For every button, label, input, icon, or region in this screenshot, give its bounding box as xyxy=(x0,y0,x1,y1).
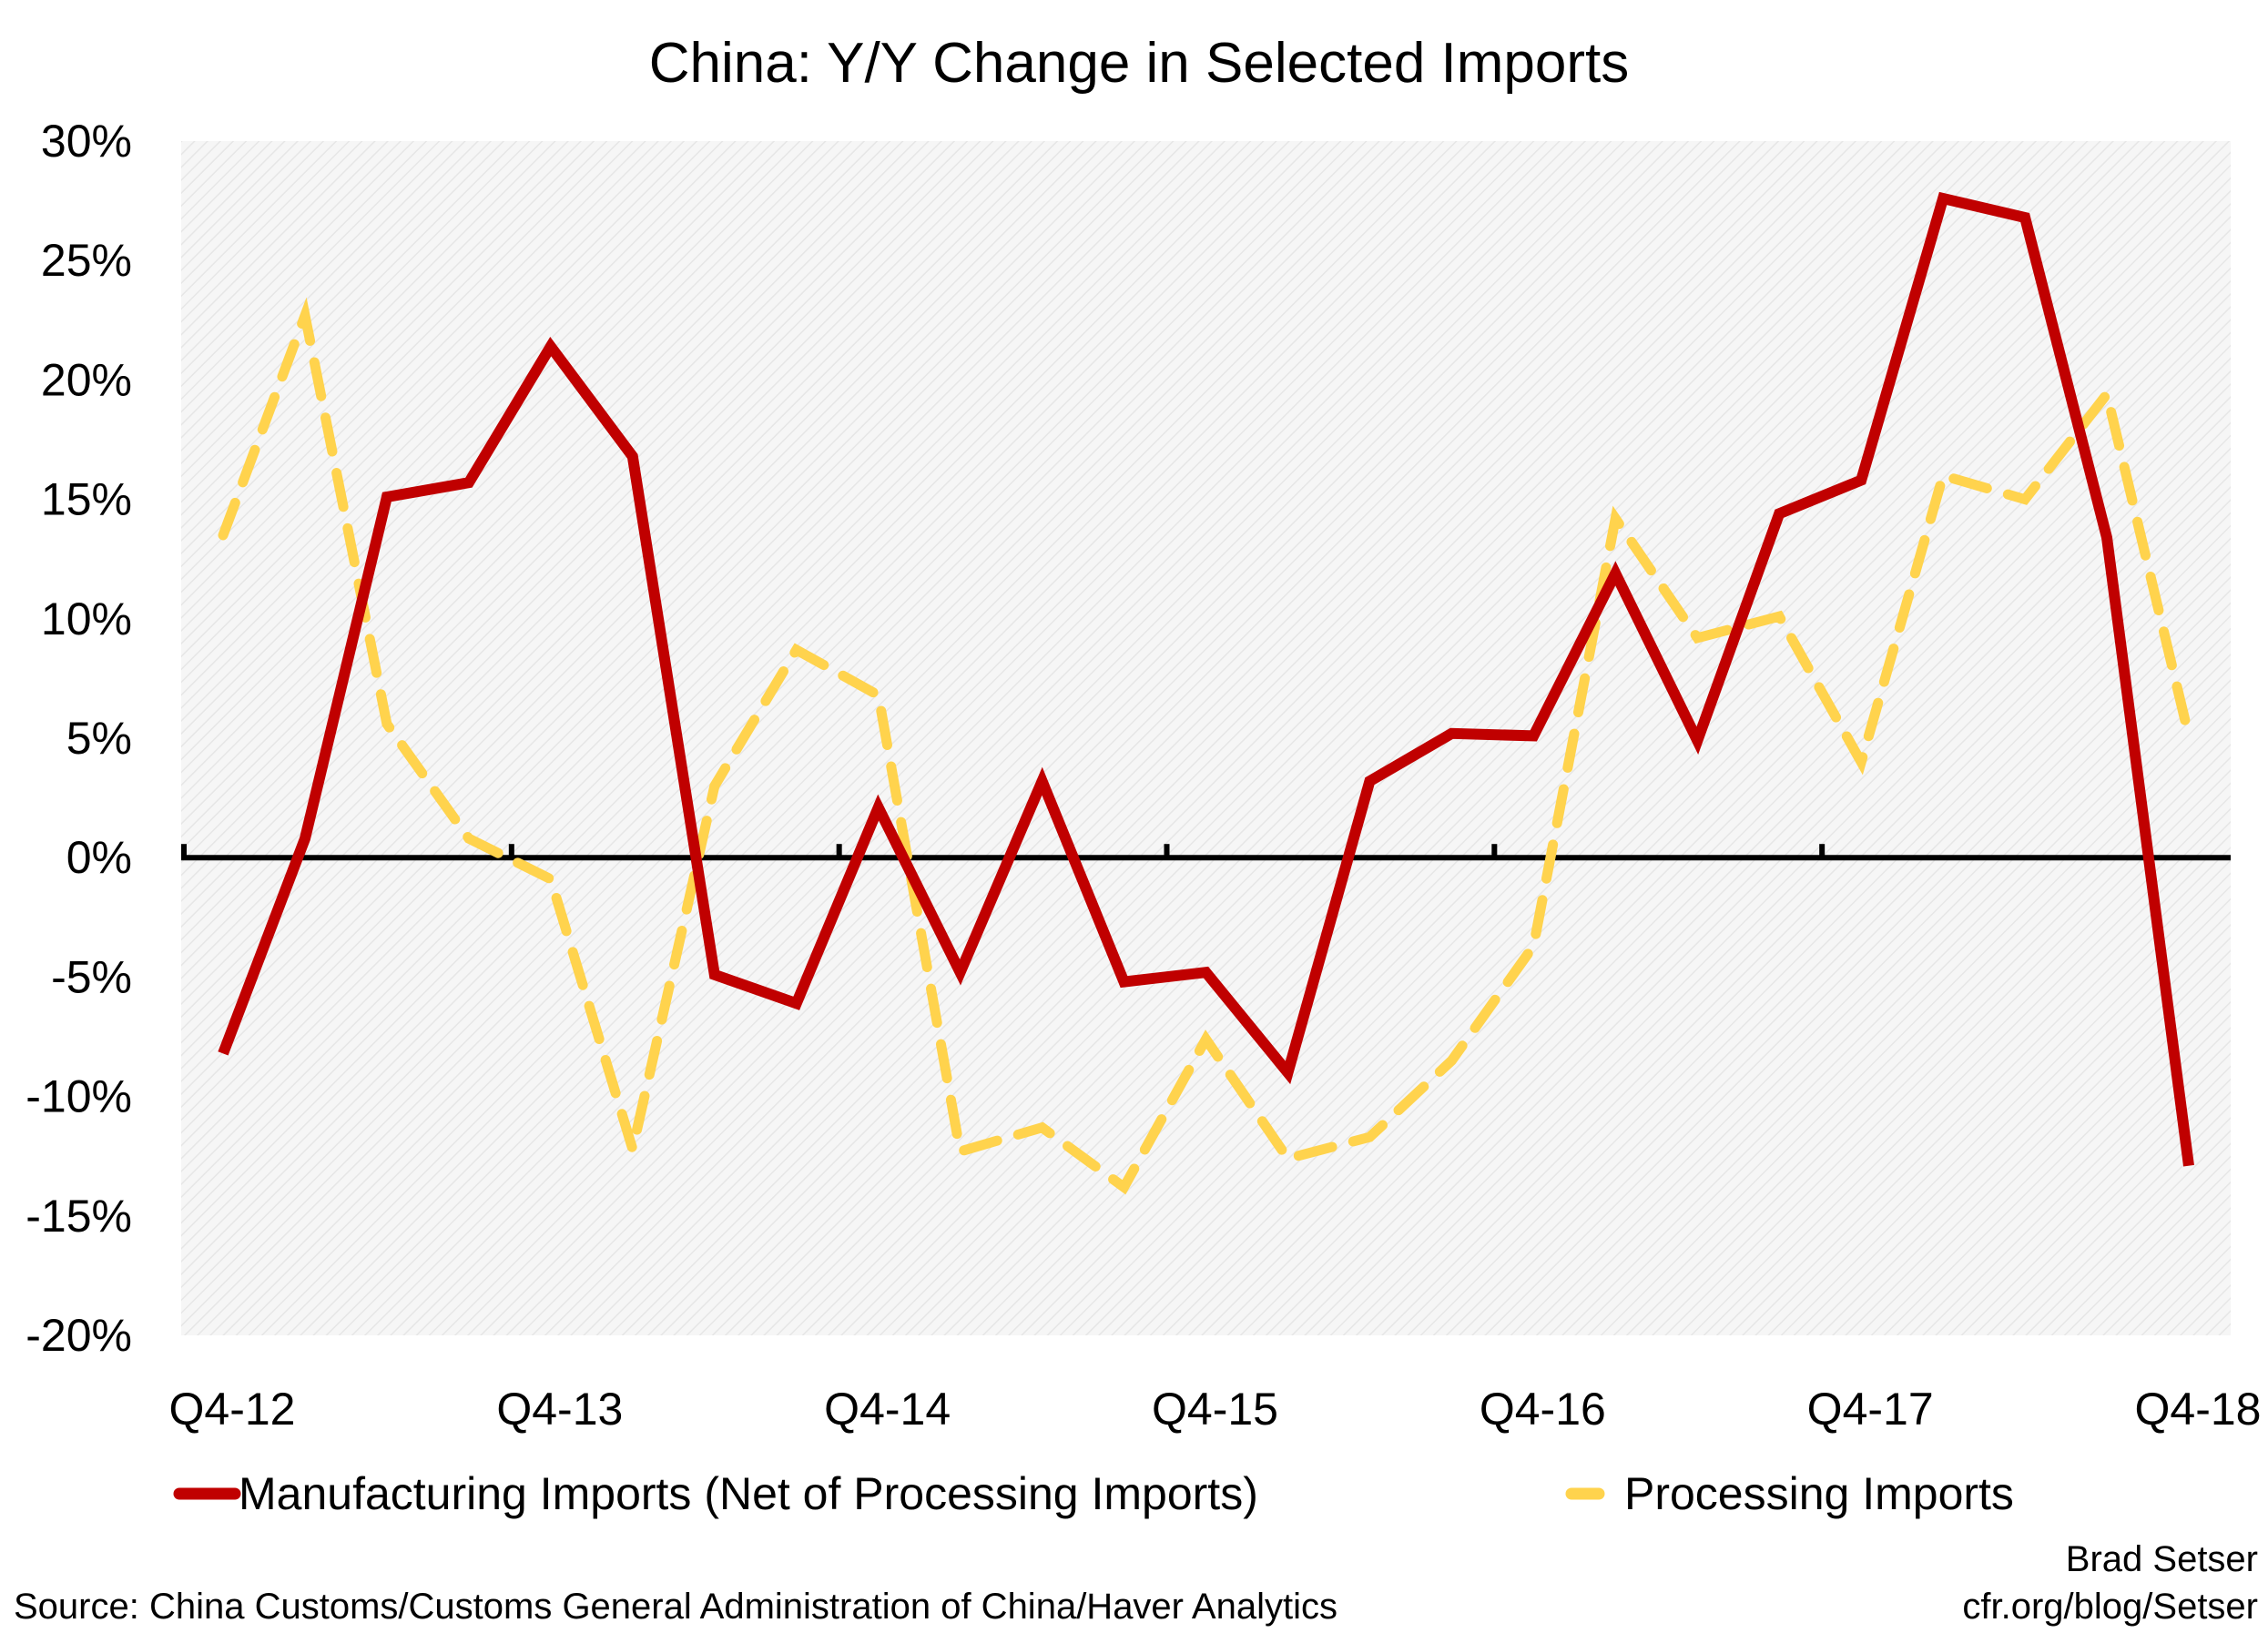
y-tick-label: 0% xyxy=(66,832,132,883)
y-tick-label: -20% xyxy=(25,1310,132,1361)
y-tick-label: 25% xyxy=(41,235,132,286)
x-tick-label: Q4-13 xyxy=(496,1384,623,1435)
x-tick-label: Q4-12 xyxy=(169,1384,296,1435)
y-tick-label: -5% xyxy=(51,951,132,1002)
y-tick-label: 5% xyxy=(66,713,132,764)
y-tick-label: 20% xyxy=(41,354,132,405)
series-layer xyxy=(218,191,2194,1195)
y-tick-label: -15% xyxy=(25,1191,132,1242)
x-tick-label: Q4-14 xyxy=(824,1384,951,1435)
x-tick-label: Q4-18 xyxy=(2135,1384,2262,1435)
y-tick-label: 10% xyxy=(41,593,132,644)
source-note: Source: China Customs/Customs General Ad… xyxy=(14,1587,1337,1627)
y-tick-label: 15% xyxy=(41,474,132,525)
legend: Manufacturing Imports (Net of Processing… xyxy=(173,1468,2014,1519)
y-axis: 30% 25% 20% 15% 10% 5% 0% -5% -10% -15% -20% xyxy=(25,116,132,1361)
x-axis: Q4-12 Q4-13 Q4-14 Q4-15 Q4-16 Q4-17 Q4-18 xyxy=(169,844,2262,1435)
chart-title: China: Y/Y Change in Selected Imports xyxy=(649,32,1629,95)
x-tick-label: Q4-17 xyxy=(1807,1384,1934,1435)
legend-label-processing: Processing Imports xyxy=(1624,1468,2014,1519)
legend-label-manufacturing: Manufacturing Imports (Net of Processing… xyxy=(239,1468,1258,1519)
y-tick-label: -10% xyxy=(25,1071,132,1122)
credit-name: Brad Setser xyxy=(2066,1539,2258,1579)
credit-url: cfr.org/blog/Setser xyxy=(1962,1587,2258,1627)
plot-area xyxy=(181,141,2231,1335)
x-tick-label: Q4-15 xyxy=(1152,1384,1278,1435)
x-tick-label: Q4-16 xyxy=(1480,1384,1606,1435)
y-tick-label: 30% xyxy=(41,116,132,167)
